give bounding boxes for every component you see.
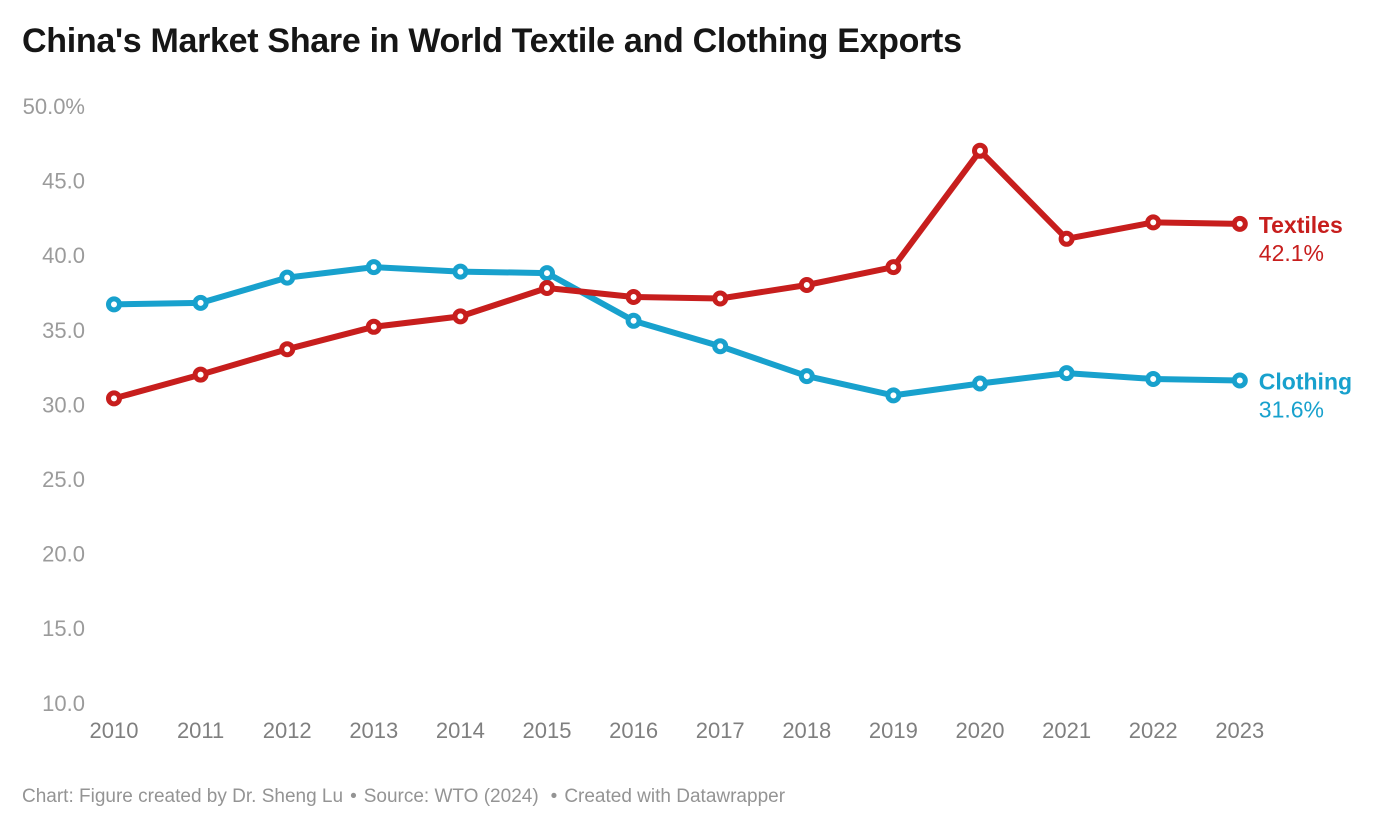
data-point-textiles-2010 — [106, 390, 122, 407]
x-tick-label-2022: 2022 — [1129, 718, 1178, 743]
data-point-textiles-2013 — [365, 318, 382, 335]
x-tick-label-2014: 2014 — [436, 718, 485, 743]
x-tick-label-2019: 2019 — [869, 718, 918, 743]
x-tick-label-2017: 2017 — [696, 718, 745, 743]
y-tick-label-10.0: 10.0 — [42, 691, 85, 716]
data-point-clothing-2018 — [798, 368, 815, 385]
x-tick-label-2011: 2011 — [177, 718, 224, 743]
chart-attribution: Chart: Figure created by Dr. Sheng Lu • So… — [22, 786, 785, 808]
y-tick-label-25.0: 25.0 — [42, 467, 85, 492]
y-tick-label-40.0: 40.0 — [42, 243, 85, 268]
x-tick-label-2021: 2021 — [1042, 718, 1091, 743]
y-tick-label-45.0: 45.0 — [42, 169, 85, 194]
data-point-clothing-2020 — [972, 375, 988, 392]
x-tick-label-2016: 2016 — [609, 718, 658, 743]
data-point-clothing-2010 — [106, 296, 122, 313]
y-tick-label-35.0: 35.0 — [42, 318, 85, 343]
attribution-chart-credit: Chart: Figure created by Dr. Sheng Lu — [22, 786, 344, 807]
y-tick-label-20.0: 20.0 — [42, 542, 85, 567]
data-point-textiles-2021 — [1058, 230, 1075, 247]
data-point-clothing-2022 — [1145, 371, 1162, 387]
series-line-clothing — [111, 264, 1243, 399]
series-end-label-clothing: Clothing — [1259, 369, 1352, 395]
data-point-textiles-2014 — [452, 308, 469, 325]
data-point-clothing-2019 — [885, 387, 902, 404]
y-tick-label-15.0: 15.0 — [42, 616, 85, 641]
data-point-clothing-2011 — [192, 294, 209, 311]
data-point-textiles-2022 — [1145, 214, 1162, 231]
data-point-clothing-2012 — [279, 269, 296, 286]
x-tick-label-2018: 2018 — [782, 718, 831, 743]
data-point-textiles-2017 — [712, 290, 729, 307]
x-tick-label-2012: 2012 — [263, 718, 312, 743]
attribution-created-with: Created with Datawrapper — [564, 786, 786, 807]
attribution-source: Source: WTO (2024) — [363, 786, 539, 807]
data-point-clothing-2013 — [365, 259, 382, 276]
series-end-value-clothing: 31.6% — [1259, 397, 1324, 423]
x-tick-label-2023: 2023 — [1215, 718, 1264, 743]
x-tick-label-2010: 2010 — [90, 718, 139, 743]
x-tick-label-2020: 2020 — [956, 718, 1005, 743]
series-end-value-textiles: 42.1% — [1259, 240, 1324, 266]
x-tick-label-2013: 2013 — [349, 718, 398, 743]
data-point-textiles-2012 — [279, 341, 296, 358]
y-tick-label-30.0: 30.0 — [42, 392, 85, 417]
data-point-textiles-2020 — [972, 142, 988, 159]
bullet-separator: • — [550, 786, 558, 807]
data-point-clothing-2014 — [452, 263, 469, 280]
data-point-textiles-2011 — [192, 366, 209, 383]
data-point-textiles-2016 — [625, 289, 642, 305]
data-point-textiles-2023 — [1231, 215, 1248, 232]
x-tick-label-2015: 2015 — [523, 718, 572, 743]
data-point-textiles-2015 — [539, 280, 555, 296]
data-point-clothing-2015 — [539, 265, 555, 282]
bullet-separator: • — [350, 786, 357, 807]
chart-title: China's Market Share in World Textile an… — [22, 22, 962, 60]
data-point-clothing-2021 — [1058, 365, 1075, 382]
data-point-textiles-2019 — [885, 259, 902, 276]
data-point-clothing-2016 — [625, 312, 642, 329]
series-line-textiles — [111, 147, 1243, 402]
data-point-clothing-2023 — [1231, 372, 1248, 389]
series-end-label-textiles: Textiles — [1259, 212, 1343, 238]
data-point-clothing-2017 — [712, 338, 729, 355]
y-tick-label-50.0: 50.0% — [23, 94, 85, 119]
data-point-textiles-2018 — [798, 277, 815, 293]
